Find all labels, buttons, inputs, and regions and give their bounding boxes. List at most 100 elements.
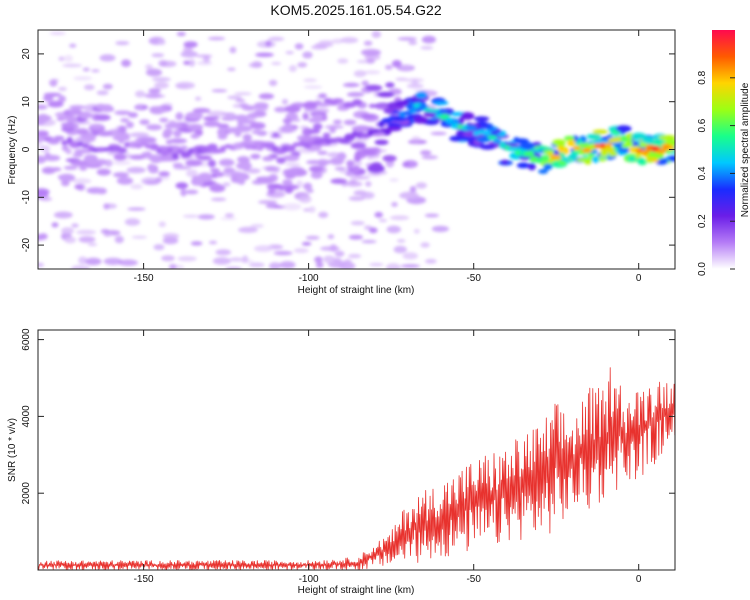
spectrogram-band-blob (227, 127, 239, 134)
spectrogram-xlabel: Height of straight line (km) (298, 285, 415, 296)
spectrogram-band-blob (301, 136, 315, 142)
spectrogram-noise-blob (369, 227, 378, 234)
spectrogram-band-blob (253, 102, 269, 110)
spectrogram-noise-blob (346, 181, 363, 187)
spectrogram-noise-blob (389, 215, 410, 221)
spectrogram-noise-blob (145, 64, 153, 70)
spectrogram-band-blob (302, 112, 309, 121)
spectrogram-noise-blob (99, 54, 116, 62)
spectrogram-noise-blob (196, 54, 213, 58)
spectrogram-band-blob (66, 115, 78, 124)
spectrogram-noise-blob (103, 257, 123, 266)
spectrogram-noise-blob (396, 239, 406, 243)
spectrogram-band-blob (329, 125, 336, 134)
spectrogram-noise-blob (424, 213, 439, 218)
spectrogram-noise-blob (229, 257, 243, 262)
snr-panel: -150 -100 -50 0 2000 4000 6000 Height of strai… (7, 328, 676, 596)
spectrogram-noise-blob (87, 242, 98, 247)
spectrogram-ridge-blob (578, 143, 586, 148)
spectrogram-ridge-blob (66, 136, 73, 144)
spectrogram-band-blob (118, 132, 130, 139)
spectrogram-ridge-blob (487, 135, 498, 140)
spectrogram-noise-blob (348, 253, 362, 259)
spectrogram-noise-blob (210, 168, 220, 173)
spectrogram-band-blob (175, 112, 184, 121)
spectrogram-noise-blob (395, 77, 408, 82)
spectrogram-band-blob (128, 112, 138, 118)
spectrogram-band-blob (113, 153, 127, 161)
spectrogram-band-blob (79, 111, 92, 119)
spectrogram-noise-blob (302, 51, 313, 59)
spectrogram-ridge-blob (625, 141, 634, 147)
spectrogram-noise-blob (338, 262, 356, 269)
spectrogram-noise-blob (72, 178, 92, 184)
spectrogram-noise-blob (235, 98, 246, 103)
spectrogram-noise-blob (413, 228, 420, 234)
spectrogram-band-blob (432, 101, 449, 106)
spectrogram-band-blob (71, 160, 89, 167)
spectrogram-ridge-blob (219, 145, 226, 153)
spectrogram-noise-blob (49, 31, 66, 35)
spectrogram-band-blob (341, 101, 357, 108)
spectrogram-noise-blob (314, 256, 323, 263)
spectrogram-noise-blob (365, 181, 372, 187)
spectrogram-noise-blob (224, 213, 234, 218)
spectrogram-noise-blob (315, 261, 324, 269)
spectrogram-ridge-blob (167, 147, 173, 153)
spectrogram-noise-blob (279, 261, 296, 269)
spectrogram-band-blob (576, 158, 591, 162)
spectrogram-band-blob (343, 119, 357, 126)
spectrogram-band-blob (355, 149, 366, 156)
spectrogram-band-blob (592, 129, 609, 135)
spectrogram-ridge-blob (492, 138, 502, 144)
spectrogram-noise-blob (271, 62, 282, 65)
spectrogram-noise-blob (234, 92, 252, 96)
spectrogram-noise-blob (135, 90, 146, 98)
spectrogram-noise-blob (420, 150, 432, 156)
spectrogram-noise-blob (374, 211, 384, 218)
spectrogram-band-blob (495, 129, 502, 134)
spectrogram-band-blob (563, 135, 575, 141)
spectrogram-band-blob (158, 171, 170, 177)
spectrogram-noise-blob (254, 245, 273, 253)
spectrogram-noise-blob (333, 257, 342, 264)
spectrogram-band-blob (352, 165, 360, 174)
spectrogram-noise-blob (268, 79, 278, 87)
spectrogram-noise-blob (323, 255, 336, 263)
spectrogram-noise-blob (361, 49, 381, 56)
spectrogram-band-blob (75, 128, 89, 136)
spectrogram-noise-blob (293, 248, 309, 254)
spectrogram-noise-blob (58, 56, 65, 62)
spectrogram-ridge-blob (53, 135, 65, 141)
spectrogram-band-blob (242, 134, 252, 141)
spectrogram-ridge-blob (343, 134, 356, 141)
spectrogram-noise-blob (188, 59, 196, 67)
spectrogram-band-blob (44, 152, 51, 159)
spectrogram-ridge-blob (161, 150, 169, 157)
spectrogram-band-blob (217, 133, 228, 140)
spectrogram-noise-blob (258, 200, 278, 205)
spectrogram-band-blob (249, 122, 266, 130)
spectrogram-ridge-blob (546, 151, 554, 156)
spectrogram-noise-blob (400, 264, 421, 268)
spectrogram-noise-blob (425, 258, 437, 264)
spectrogram-noise-blob (168, 263, 177, 269)
spectrogram-ridge-blob (656, 149, 667, 154)
spectrogram-noise-blob (148, 88, 161, 94)
spectrogram-noise-blob (73, 76, 93, 81)
spectrogram-band-blob (173, 129, 182, 138)
spectrogram-noise-blob (183, 60, 191, 65)
spectrogram-band-blob (312, 123, 323, 130)
spectrogram-ridge-blob (451, 123, 460, 129)
spectrogram-noise-blob (208, 240, 218, 245)
spectrogram-noise-blob (62, 63, 83, 68)
spectrogram-noise-blob (305, 235, 320, 240)
spectrogram-noise-blob (153, 244, 165, 251)
spectrogram-noise-blob (71, 223, 79, 228)
spectrogram-band-blob (190, 133, 200, 139)
spectrogram-band-blob (215, 172, 224, 177)
spectrogram-band-blob (272, 132, 280, 138)
y-tick-label: 4000 (21, 405, 32, 428)
spectrogram-band-blob (284, 186, 294, 194)
spectrogram-noise-blob (39, 145, 51, 153)
